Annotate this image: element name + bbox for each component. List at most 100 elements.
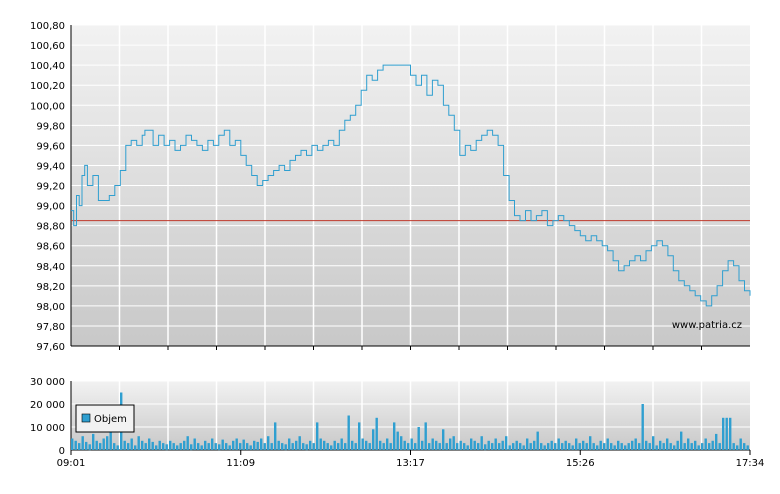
price-y-tick-label: 98,40 xyxy=(36,262,65,273)
volume-bar xyxy=(631,440,634,450)
volume-bar xyxy=(435,440,438,450)
volume-bar xyxy=(179,443,182,450)
volume-bar xyxy=(323,440,326,450)
volume-bar xyxy=(725,417,728,450)
volume-bar xyxy=(463,443,466,450)
price-y-tick-label: 98,20 xyxy=(36,282,65,293)
price-y-tick-label: 99,00 xyxy=(36,202,65,213)
volume-bar xyxy=(515,440,518,450)
volume-bar xyxy=(277,440,280,450)
volume-bar xyxy=(144,443,147,450)
volume-bar xyxy=(242,439,245,450)
volume-bar xyxy=(246,443,249,450)
volume-bar xyxy=(172,443,175,450)
volume-bar xyxy=(473,440,476,450)
volume-y-tick-label: 30 000 xyxy=(30,377,65,388)
volume-bar xyxy=(424,422,427,450)
volume-bar xyxy=(410,438,413,450)
volume-bar xyxy=(428,443,431,450)
volume-bar xyxy=(655,445,658,450)
volume-bar xyxy=(561,443,564,450)
volume-bar xyxy=(319,438,322,450)
volume-bar xyxy=(361,438,364,450)
volume-bar xyxy=(701,443,704,450)
volume-bar xyxy=(123,440,126,450)
volume-bar xyxy=(739,438,742,450)
x-tick-label: 11:09 xyxy=(226,458,255,469)
volume-bar xyxy=(571,445,574,450)
volume-bar xyxy=(680,431,683,450)
volume-bar xyxy=(347,415,350,450)
volume-bar xyxy=(183,440,186,450)
volume-bar xyxy=(400,436,403,450)
volume-bar xyxy=(452,436,455,450)
volume-bar xyxy=(543,445,546,450)
volume-bar xyxy=(407,443,410,450)
volume-bar xyxy=(648,443,651,450)
volume-bar xyxy=(333,440,336,450)
volume-bar xyxy=(585,443,588,450)
volume-bar xyxy=(295,440,298,450)
volume-bar xyxy=(687,438,690,450)
volume-bar xyxy=(109,429,112,450)
volume-bar xyxy=(697,445,700,450)
volume-bar xyxy=(253,440,256,450)
volume-bar xyxy=(368,443,371,450)
volume-bar xyxy=(480,436,483,450)
volume-y-tick-label: 10 000 xyxy=(30,423,65,434)
volume-bar xyxy=(445,443,448,450)
volume-bar xyxy=(519,443,522,450)
volume-bar xyxy=(634,438,637,450)
volume-bar xyxy=(190,444,193,451)
volume-bar xyxy=(638,443,641,450)
volume-bar xyxy=(484,444,487,451)
volume-bar xyxy=(256,441,259,450)
price-y-tick-label: 99,60 xyxy=(36,141,65,152)
volume-bar xyxy=(228,445,231,450)
volume-bar xyxy=(466,445,469,450)
volume-bar xyxy=(491,443,494,450)
volume-bar xyxy=(540,443,543,450)
volume-bar xyxy=(603,443,606,450)
price-y-tick-label: 100,00 xyxy=(30,101,65,112)
volume-bar xyxy=(610,443,613,450)
volume-bar xyxy=(683,443,686,450)
volume-bar xyxy=(375,417,378,450)
legend-swatch xyxy=(81,413,91,423)
volume-bar xyxy=(302,443,305,450)
volume-bar xyxy=(309,440,312,450)
volume-bar xyxy=(358,422,361,450)
volume-bar xyxy=(438,443,441,450)
volume-bar xyxy=(627,443,630,450)
volume-bar xyxy=(746,445,749,450)
volume-bar xyxy=(221,439,224,450)
volume-bar xyxy=(624,445,627,450)
volume-bar xyxy=(113,443,116,450)
volume-bar xyxy=(722,417,725,450)
volume-bar xyxy=(550,440,553,450)
volume-bar xyxy=(169,440,172,450)
volume-bar xyxy=(704,438,707,450)
volume-bar xyxy=(554,443,557,450)
volume-bar xyxy=(564,440,567,450)
volume-bar xyxy=(382,443,385,450)
volume-bar xyxy=(505,436,508,450)
price-y-tick-label: 100,80 xyxy=(30,21,65,32)
volume-bar xyxy=(74,440,77,450)
x-tick-label: 13:17 xyxy=(396,458,425,469)
price-y-tick-label: 99,20 xyxy=(36,182,65,193)
volume-bar xyxy=(106,436,109,450)
volume-bar xyxy=(711,440,714,450)
volume-bar xyxy=(204,440,207,450)
volume-bar xyxy=(116,445,119,450)
volume-bar xyxy=(211,438,214,450)
watermark-label: www.patria.cz xyxy=(672,320,742,331)
volume-bar xyxy=(354,443,357,450)
volume-bar xyxy=(421,440,424,450)
price-series-line xyxy=(71,64,751,307)
volume-bar xyxy=(547,443,550,450)
volume-bar xyxy=(529,443,532,450)
volume-bar xyxy=(165,444,168,451)
volume-bar xyxy=(487,440,490,450)
volume-bar xyxy=(596,445,599,450)
